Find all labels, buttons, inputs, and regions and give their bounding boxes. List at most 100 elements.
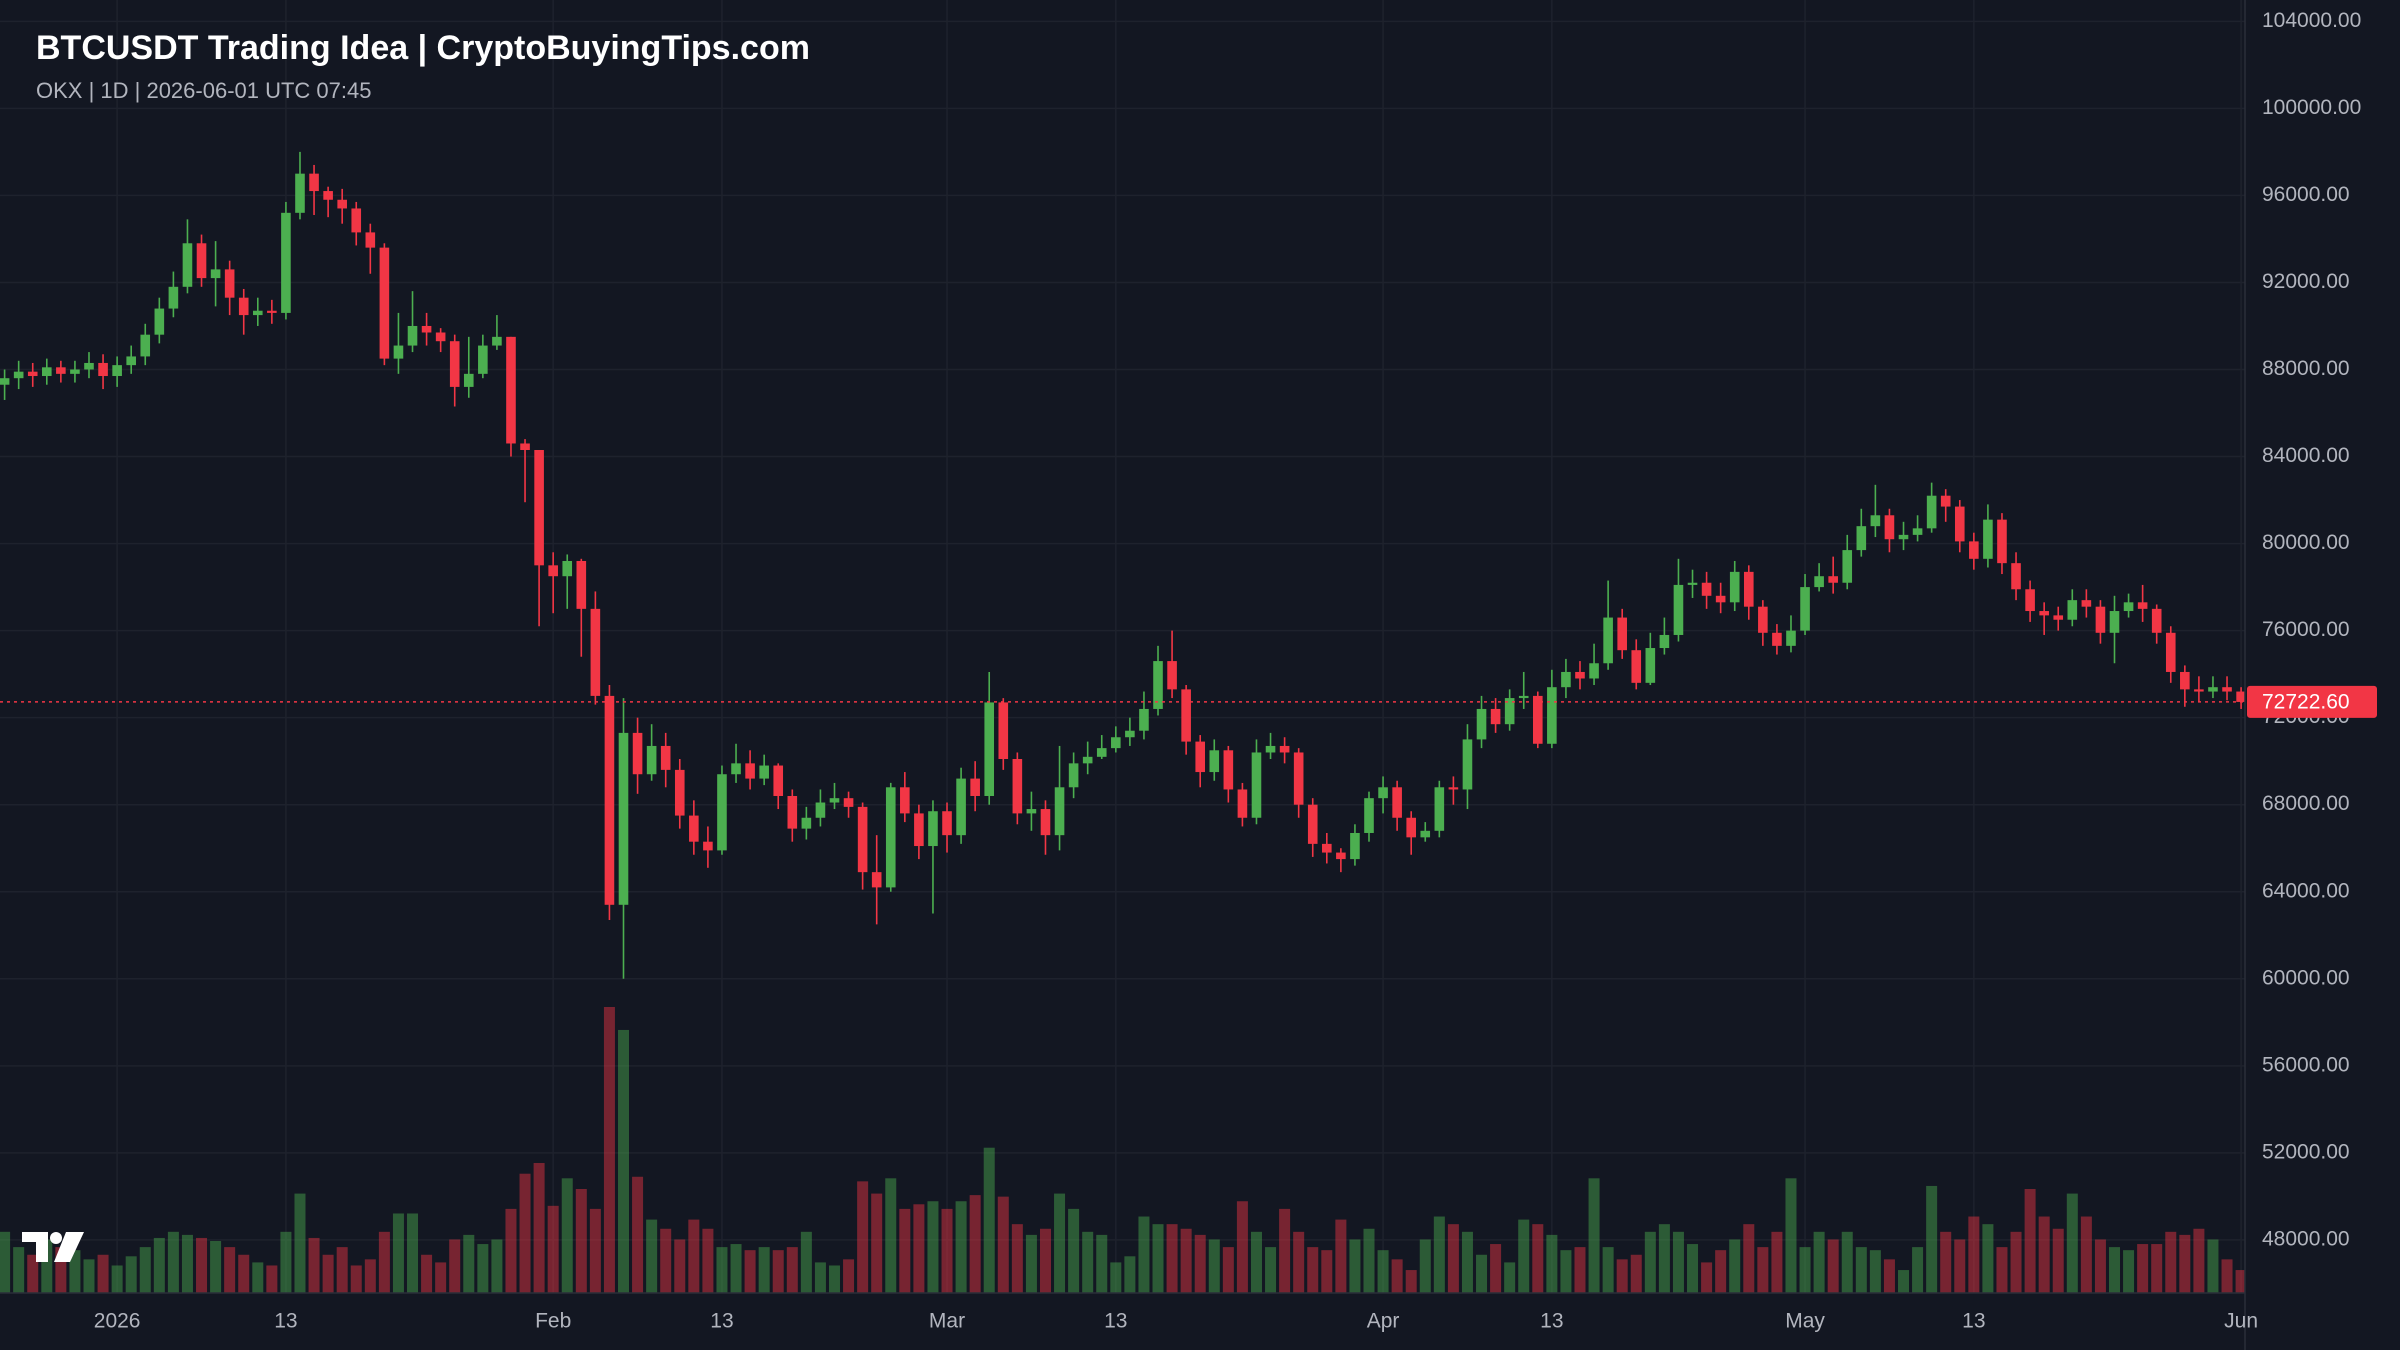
volume-bar: [1532, 1224, 1544, 1293]
candle-body: [1786, 630, 1796, 646]
last-price-label: 72722.60: [2262, 690, 2350, 713]
candle-body: [1167, 661, 1177, 690]
volume-bar: [1082, 1231, 1094, 1293]
chart-subtitle: OKX | 1D | 2026-06-01 UTC 07:45: [36, 78, 372, 103]
candle-body: [435, 332, 446, 342]
axes: 48000.00 52000.00 56000.00 60000.00 64000.00…: [94, 9, 2377, 1333]
volume-bar: [1490, 1244, 1502, 1293]
candle-body: [1068, 763, 1079, 788]
volume-bar: [772, 1250, 784, 1293]
volume-bar: [1335, 1219, 1347, 1293]
volume-bar: [1785, 1178, 1797, 1293]
volume-bar: [786, 1247, 798, 1293]
volume-bar: [814, 1262, 826, 1293]
volume-bar: [463, 1234, 475, 1293]
volume-bar: [435, 1262, 447, 1293]
volume-bar: [1757, 1247, 1769, 1293]
candle-body: [632, 732, 643, 775]
volume-bar: [294, 1193, 306, 1293]
candle-body: [0, 378, 10, 385]
candle-body: [1125, 730, 1135, 738]
volume-bar: [1377, 1250, 1389, 1293]
volume-bar: [1996, 1247, 2008, 1293]
volume-bar: [519, 1173, 531, 1293]
volume-bar: [758, 1247, 770, 1293]
volume-bar: [1250, 1231, 1262, 1293]
volume-bar: [2109, 1247, 2120, 1293]
volume-bar: [1743, 1224, 1755, 1293]
volume-bar: [1461, 1231, 1473, 1293]
volume-bar: [1307, 1247, 1319, 1293]
candle-body: [1743, 571, 1754, 607]
candle-body: [1575, 671, 1585, 679]
candle-body: [2053, 615, 2064, 620]
volume-bar: [2165, 1231, 2177, 1293]
candle-body: [154, 308, 165, 335]
volume-bar: [41, 1239, 53, 1293]
x-tick-label: Jun: [2224, 1310, 2258, 1333]
candle-body: [1729, 571, 1740, 603]
volume-bar: [1518, 1219, 1530, 1293]
x-tick-label: 13: [1540, 1310, 1563, 1333]
volume-bar: [533, 1163, 545, 1293]
y-tick-label: 100000.00: [2262, 96, 2361, 119]
volume-bar: [196, 1237, 208, 1293]
volume-bar: [2123, 1250, 2135, 1293]
volume-bar: [1616, 1259, 1628, 1293]
candle-body: [407, 325, 418, 346]
volume-bar: [266, 1265, 278, 1293]
volume-bar: [252, 1262, 264, 1293]
volume-bar: [477, 1244, 489, 1293]
candle-body: [843, 798, 854, 807]
candle-body: [576, 560, 587, 609]
y-tick-label: 64000.00: [2262, 879, 2350, 902]
candle-body: [168, 286, 179, 309]
volume-bar: [1630, 1254, 1642, 1293]
candle-body: [2137, 602, 2148, 609]
candle-body: [1828, 576, 1838, 583]
candle-body: [1251, 752, 1262, 818]
volume-bar: [941, 1208, 953, 1293]
volume-bar: [1715, 1250, 1727, 1293]
candle-body: [1589, 663, 1599, 679]
candle-body: [126, 356, 136, 366]
candle-body: [140, 334, 151, 357]
volume-bar: [2094, 1239, 2106, 1293]
logo-part: [50, 1232, 62, 1244]
volume-bar: [1166, 1224, 1178, 1293]
volume-bar: [27, 1254, 39, 1293]
volume-bar: [1110, 1262, 1122, 1293]
y-tick-label: 48000.00: [2262, 1227, 2350, 1250]
candle-body: [1842, 550, 1853, 583]
volume-bar: [1265, 1247, 1277, 1293]
volume-bar: [1869, 1250, 1881, 1293]
candle-body: [1772, 632, 1782, 646]
volume-bar: [392, 1213, 404, 1293]
candle-body: [41, 367, 52, 377]
volume-bar: [407, 1213, 419, 1293]
candle-body: [829, 798, 840, 803]
candle-body: [1856, 526, 1867, 551]
candle-body: [1884, 515, 1895, 540]
candle-body: [1673, 584, 1684, 635]
volume-bar: [1940, 1231, 1952, 1293]
candle-body: [478, 345, 488, 374]
candle-body: [1279, 745, 1290, 753]
volume-bar: [13, 1247, 25, 1293]
volume-bar: [744, 1250, 756, 1293]
volume-bar: [2207, 1239, 2219, 1293]
volume-bar: [153, 1237, 165, 1293]
candle-body: [534, 450, 544, 566]
volume-bar: [1447, 1224, 1459, 1293]
candle-body: [871, 872, 882, 888]
candle-body: [1645, 648, 1656, 683]
volume-bar: [2066, 1193, 2078, 1293]
candle-body: [1504, 698, 1515, 725]
candle-body: [717, 774, 727, 851]
candle-body: [984, 702, 995, 796]
volume-bar: [1912, 1247, 1924, 1293]
volume-bar: [69, 1250, 81, 1293]
candle-body: [309, 173, 319, 192]
volume-bar: [1068, 1208, 1080, 1293]
